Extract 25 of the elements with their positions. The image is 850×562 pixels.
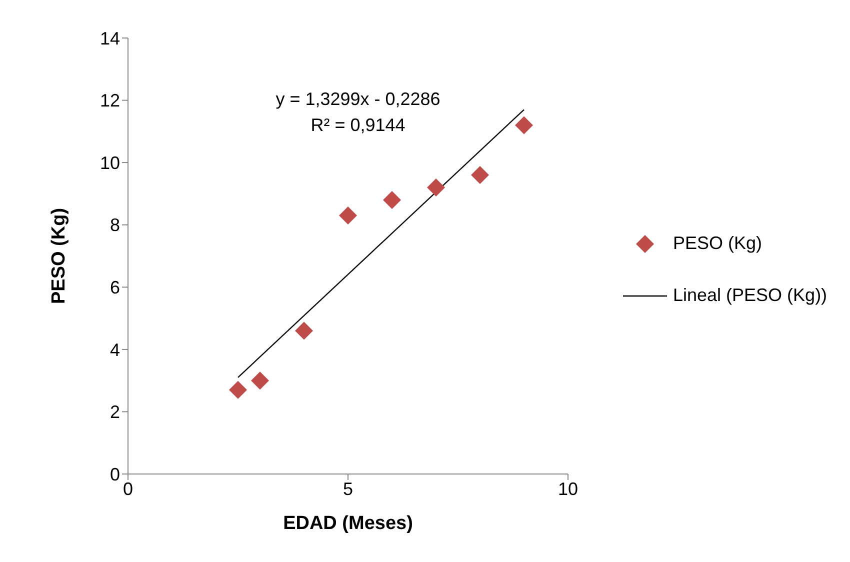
- y-tick-label: 10: [100, 152, 120, 173]
- y-tick-label: 2: [110, 402, 120, 422]
- y-tick-label: 6: [110, 278, 120, 298]
- point: [515, 116, 533, 134]
- legend-label: Lineal (PESO (Kg)): [673, 285, 828, 306]
- y-tick-label: 8: [110, 215, 120, 236]
- x-tick-label: 5: [342, 478, 354, 499]
- x-tick-label: 10: [558, 478, 578, 499]
- point: [339, 206, 357, 225]
- y-tick-label: 12: [100, 90, 120, 111]
- point: [295, 322, 313, 340]
- y-tick-label: 14: [100, 28, 120, 48]
- point: [471, 166, 489, 184]
- point: [427, 178, 445, 196]
- point: [229, 380, 247, 399]
- point: [383, 190, 401, 209]
- x-tick-label: 0: [122, 478, 134, 499]
- x-axis-title: EDAD (Meses): [283, 513, 413, 534]
- legend-label: PESO (Kg): [673, 233, 762, 254]
- y-tick-label: 4: [110, 340, 120, 360]
- point: [251, 372, 269, 390]
- y-axis-title: PESO (Kg): [48, 208, 70, 304]
- annotation: y = 1,3299x - 0,2286: [274, 88, 442, 111]
- annotation: R² = 0,9144: [310, 114, 406, 137]
- y-tick-label: 0: [110, 464, 120, 484]
